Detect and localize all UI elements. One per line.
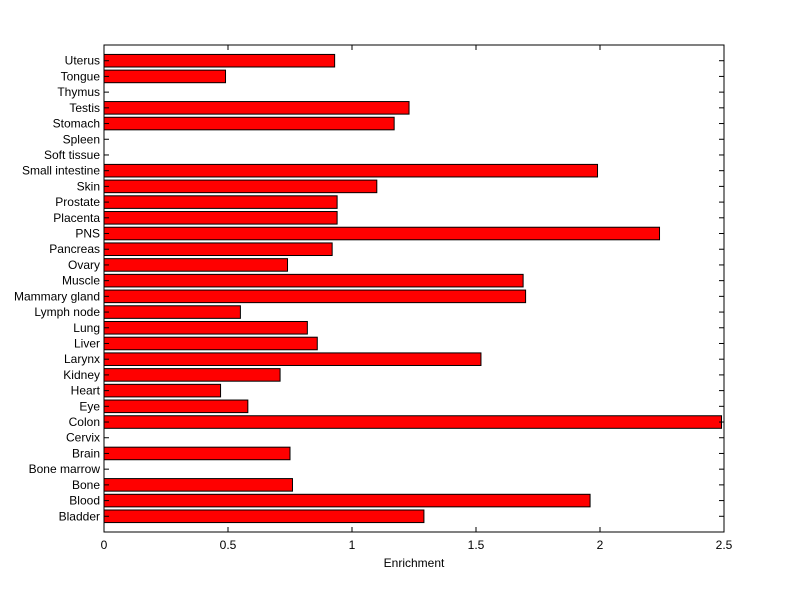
bar-mammary-gland <box>103 289 527 304</box>
y-tick-label-placenta: Placenta <box>53 211 100 225</box>
bar-muscle <box>103 273 524 288</box>
y-tick-label-thymus: Thymus <box>57 85 100 99</box>
y-tick-label-cervix: Cervix <box>66 431 100 445</box>
y-tick-label-lymph-node: Lymph node <box>34 305 100 319</box>
y-tick-label-tongue: Tongue <box>61 69 101 83</box>
plot-frame <box>103 44 725 533</box>
y-tick-label-uterus: Uterus <box>65 54 100 68</box>
y-tick-label-bladder: Bladder <box>59 509 100 523</box>
y-tick-label-heart: Heart <box>71 384 101 398</box>
y-tick-label-brain: Brain <box>72 446 100 460</box>
bar-skin <box>103 179 378 194</box>
y-tick-label-small-intestine: Small intestine <box>22 164 100 178</box>
y-tick-label-larynx: Larynx <box>64 352 100 366</box>
y-tick-label-bone-marrow: Bone marrow <box>29 462 101 476</box>
y-tick-label-spleen: Spleen <box>63 132 100 146</box>
x-axis-ticks: 0 0.5 1 1.5 2 2.5 <box>101 45 733 552</box>
bar-lymph-node <box>103 305 241 319</box>
bar-kidney <box>103 368 281 382</box>
y-tick-label-eye: Eye <box>79 399 100 413</box>
bar-brain <box>103 446 291 461</box>
y-tick-label-pancreas: Pancreas <box>49 242 100 256</box>
bar-lung <box>103 320 308 335</box>
y-tick-label-testis: Testis <box>69 101 100 115</box>
x-tick-label: 2.5 <box>716 538 733 552</box>
y-tick-label-kidney: Kidney <box>63 368 100 382</box>
y-tick-label-ovary: Ovary <box>68 258 100 272</box>
bar-colon <box>103 415 723 429</box>
bar-uterus <box>103 53 336 68</box>
y-tick-label-muscle: Muscle <box>62 274 100 288</box>
x-tick-label: 1.5 <box>468 538 485 552</box>
bar-bone <box>103 478 293 492</box>
y-tick-label-bone: Bone <box>72 478 100 492</box>
bar-eye <box>103 399 249 414</box>
bar-tongue <box>103 69 227 84</box>
y-tick-label-soft-tissue: Soft tissue <box>44 148 100 162</box>
y-tick-label-lung: Lung <box>73 321 100 335</box>
y-tick-label-colon: Colon <box>69 415 100 429</box>
bar-larynx <box>103 352 482 366</box>
x-tick-label: 0.5 <box>220 538 237 552</box>
y-tick-label-blood: Blood <box>69 494 100 508</box>
y-tick-label-liver: Liver <box>74 336 100 350</box>
bar-blood <box>103 493 591 508</box>
bar-heart <box>103 383 222 398</box>
bar-bladder <box>103 509 425 524</box>
bar-pancreas <box>103 242 333 257</box>
y-tick-label-pns: PNS <box>75 227 100 241</box>
bar-testis <box>103 101 410 115</box>
x-tick-label: 1 <box>349 538 356 552</box>
bar-stomach <box>103 116 395 131</box>
bar-small-intestine <box>103 163 599 178</box>
y-tick-label-prostate: Prostate <box>55 195 100 209</box>
x-axis-label: Enrichment <box>384 556 445 570</box>
bar-pns <box>103 226 661 241</box>
x-tick-label: 2 <box>597 538 604 552</box>
bar-liver <box>103 336 318 351</box>
x-tick-label: 0 <box>101 538 108 552</box>
bar-prostate <box>103 195 338 209</box>
bar-placenta <box>103 211 338 225</box>
y-tick-label-mammary-gland: Mammary gland <box>14 289 100 303</box>
y-tick-label-stomach: Stomach <box>53 117 100 131</box>
bar-ovary <box>103 258 289 272</box>
y-tick-label-skin: Skin <box>77 179 100 193</box>
